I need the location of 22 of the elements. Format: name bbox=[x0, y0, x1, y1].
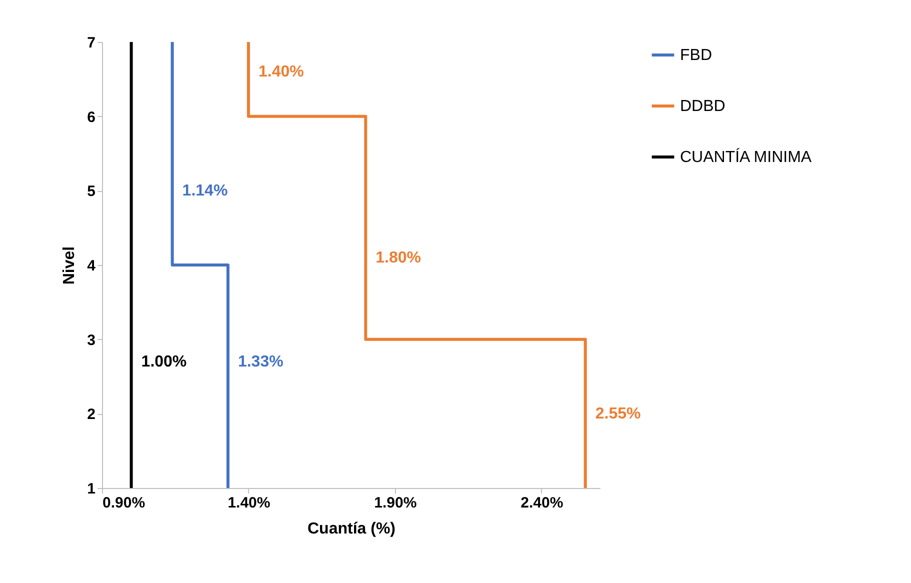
y-tick-label: 5 bbox=[87, 183, 96, 200]
legend-label: CUANTÍA MINIMA bbox=[680, 148, 812, 166]
annotation: 1.00% bbox=[141, 354, 187, 371]
annotation: 1.80% bbox=[376, 250, 422, 267]
y-tick-label: 3 bbox=[87, 332, 96, 349]
annotation: 1.14% bbox=[182, 182, 228, 200]
legend-label: FBD bbox=[680, 47, 712, 64]
x-tick-label: 0.90% bbox=[102, 494, 146, 512]
y-tick-label: 1 bbox=[87, 480, 96, 498]
annotation: 2.55% bbox=[595, 406, 641, 423]
y-tick-label: 2 bbox=[87, 406, 96, 424]
x-tick-label: 1.40% bbox=[228, 494, 270, 512]
y-tick-label: 6 bbox=[87, 108, 96, 126]
y-tick-label: 7 bbox=[87, 34, 96, 52]
annotation: 1.40% bbox=[258, 64, 304, 81]
x-tick-label: 2.40% bbox=[520, 494, 564, 512]
y-tick-label: 4 bbox=[87, 258, 96, 274]
annotation: 1.33% bbox=[238, 354, 284, 371]
y-axis-title: Nivel bbox=[61, 246, 78, 285]
legend-label: DDBD bbox=[680, 98, 726, 115]
x-tick-label: 1.90% bbox=[374, 494, 417, 512]
x-axis-title: Cuantía (%) bbox=[308, 520, 396, 538]
